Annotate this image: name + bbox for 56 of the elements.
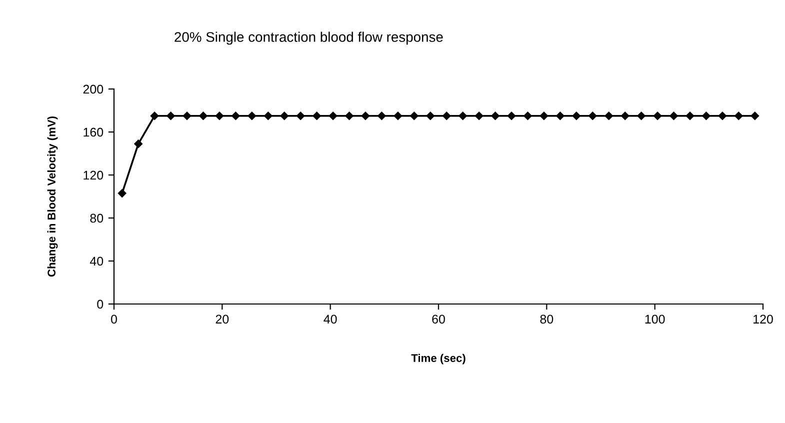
x-tick-label: 80 [540, 314, 554, 324]
point [718, 112, 727, 120]
point [702, 112, 710, 120]
point [637, 112, 646, 120]
y-tick-label: 200 [83, 84, 104, 94]
point [686, 112, 694, 120]
point [491, 112, 500, 120]
x-tick-label: 40 [324, 314, 337, 324]
point [166, 112, 175, 120]
point [361, 112, 370, 120]
x-tick-label: 60 [432, 314, 445, 324]
point [604, 112, 613, 120]
point [588, 112, 597, 120]
point [556, 112, 564, 120]
point [150, 112, 159, 120]
point [345, 112, 354, 120]
point [232, 112, 240, 120]
y-tick-label: 120 [84, 170, 104, 180]
point [540, 112, 548, 120]
y-axis-title: Change in Blood Velocity (mV) [47, 116, 58, 277]
y-tick-label: 160 [84, 128, 104, 137]
point [474, 112, 484, 120]
x-axis-title: Time (sec) [411, 354, 466, 364]
point [312, 112, 321, 120]
point [442, 112, 451, 120]
y-tick-label: 40 [90, 256, 104, 266]
point [620, 112, 630, 120]
point [410, 112, 418, 120]
y-tick-label: 80 [90, 214, 104, 223]
chart-title: 20% Single contraction blood flow response [174, 32, 443, 45]
point [394, 112, 402, 120]
x-tick-label: 0 [111, 314, 117, 324]
point [750, 112, 760, 120]
point [264, 112, 272, 120]
point [182, 112, 192, 120]
point [328, 112, 338, 120]
point [199, 112, 208, 120]
x-tick-label: 120 [754, 314, 773, 324]
x-tick-label: 20 [216, 314, 229, 324]
y-tick-label: 0 [97, 300, 104, 309]
point [248, 112, 256, 120]
point [296, 112, 305, 120]
point [215, 112, 224, 120]
point [378, 112, 386, 120]
point [653, 112, 662, 120]
point [734, 112, 743, 120]
point [670, 112, 678, 120]
point [458, 112, 467, 120]
point [134, 140, 142, 148]
point [524, 112, 532, 120]
point [118, 189, 126, 198]
point [426, 112, 435, 120]
x-tick-label: 100 [645, 314, 665, 324]
point [572, 112, 581, 120]
point [280, 112, 288, 120]
point [507, 112, 516, 120]
